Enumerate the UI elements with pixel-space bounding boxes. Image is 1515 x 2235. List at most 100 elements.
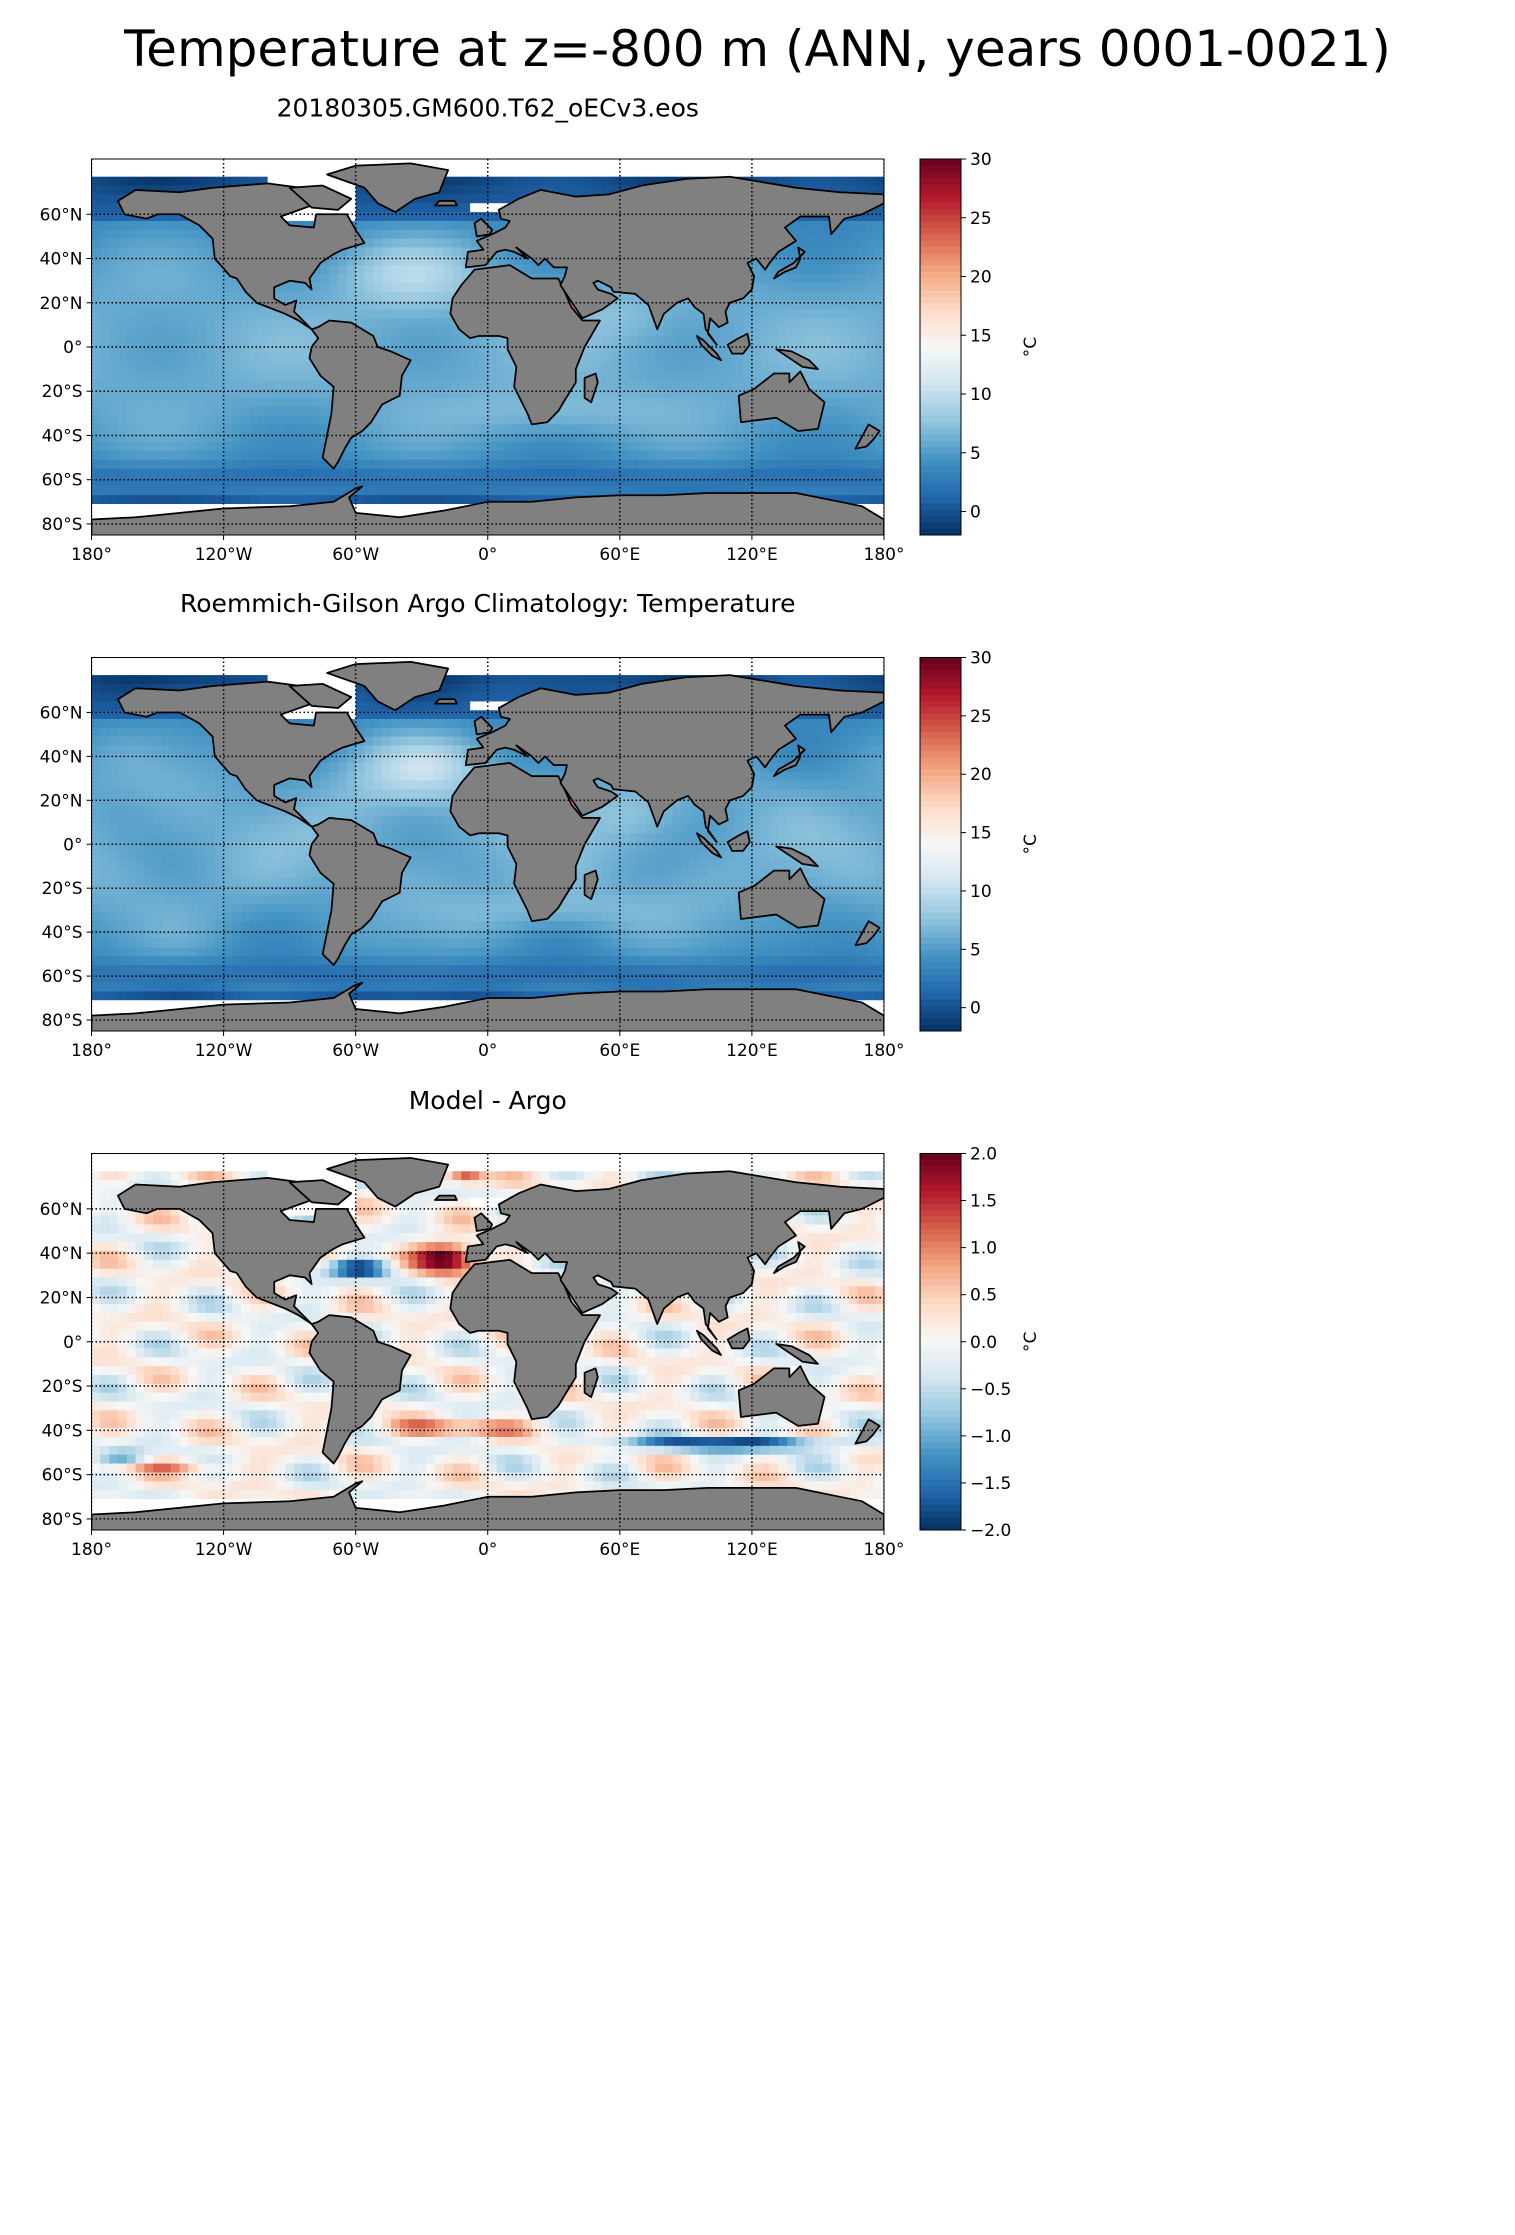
lon-tick-label: 60°E (599, 545, 640, 565)
colorbar-unit-label: °C (1021, 337, 1041, 357)
lat-tick-label: 60°N (40, 1200, 83, 1220)
colorbar-tick-label: 1.0 (970, 1239, 997, 1259)
colorbar: 30 25 20 15 10 5 0 °C (919, 150, 1041, 536)
land-new-guinea (775, 845, 819, 868)
lat-tick-label: 60°S (42, 1466, 83, 1486)
lat-tick-label: 20°N (40, 791, 83, 811)
land-sumatra (696, 832, 722, 859)
lon-tick-label: 180° (71, 545, 112, 565)
land-madagascar (583, 372, 599, 404)
panel-title: Roemmich-Gilson Argo Climatology: Temper… (180, 589, 795, 618)
lat-tick-label: 20°N (40, 1288, 83, 1308)
land-new-zealand (854, 1418, 881, 1445)
lat-tick-label: 0° (63, 1333, 82, 1353)
lat-tick-label: 0° (63, 338, 82, 358)
land-japan (773, 1241, 806, 1274)
land-australia (737, 867, 826, 929)
colorbar-tick-label: 10 (970, 882, 992, 902)
colorbar-tick-label: −1.0 (970, 1427, 1011, 1447)
lon-tick-label: 60°E (599, 1041, 640, 1061)
land-borneo (726, 830, 751, 852)
land-australia (737, 1365, 826, 1427)
lat-tick-label: 20°S (42, 382, 83, 402)
land-baffin (288, 184, 353, 211)
colorbar-tick-label: 20 (970, 268, 992, 288)
colorbar-tick-label: −0.5 (970, 1380, 1011, 1400)
lon-tick-label: 60°W (332, 545, 379, 565)
lat-tick-label: 40°N (40, 1244, 83, 1264)
land-south-america (308, 817, 412, 966)
land-japan (773, 744, 806, 778)
colorbar-tick-label: 0 (970, 999, 981, 1019)
lat-tick-label: 0° (63, 835, 82, 855)
colorbar-tick-label: 15 (970, 824, 992, 844)
lon-tick-label: 60°E (599, 1540, 640, 1560)
lon-tick-label: 180° (864, 1540, 905, 1560)
figure-title: Temperature at z=-800 m (ANN, years 0001… (124, 20, 1391, 78)
colorbar-tick-label: 10 (970, 385, 992, 405)
lon-tick-label: 180° (864, 545, 905, 565)
colorbar-tick-label: 30 (970, 649, 992, 669)
land-sumatra (696, 335, 722, 362)
land-baffin (288, 682, 353, 709)
lat-tick-label: 40°N (40, 747, 83, 767)
lat-tick-label: 60°N (40, 205, 83, 225)
colorbar-frame (919, 158, 962, 536)
land-new-zealand (854, 920, 881, 947)
colorbar-unit-label: °C (1021, 834, 1041, 854)
land-africa (449, 264, 601, 426)
colorbar-tick-label: 20 (970, 765, 992, 785)
lon-tick-label: 0° (478, 1041, 497, 1061)
colorbar-tick-label: 0.0 (970, 1333, 997, 1353)
land-baffin (288, 1179, 353, 1206)
lat-tick-label: 20°S (42, 1377, 83, 1397)
lat-tick-label: 20°S (42, 879, 83, 899)
lon-tick-label: 120°W (195, 1540, 253, 1560)
land-antarctica (91, 485, 884, 535)
map-field (91, 1153, 884, 1530)
colorbar-tick-label: 25 (970, 209, 992, 229)
lon-tick-label: 180° (71, 1540, 112, 1560)
lon-tick-label: 180° (864, 1041, 905, 1061)
lon-tick-label: 0° (478, 1540, 497, 1560)
colorbar-tick-label: 15 (970, 326, 992, 346)
land-new-guinea (775, 1343, 819, 1365)
land-new-zealand (854, 423, 881, 450)
colorbar-tick-label: 5 (970, 940, 981, 960)
lat-tick-label: 40°N (40, 250, 83, 270)
lon-tick-label: 120°E (726, 1041, 778, 1061)
lat-tick-label: 40°S (42, 1421, 83, 1441)
colorbar: 2.0 1.5 1.0 0.5 0.0 −0.5 −1.0 −1.5 −2.0 °C (919, 1145, 1041, 1541)
land-south-america (308, 319, 412, 470)
lon-tick-label: 120°W (195, 545, 253, 565)
colorbar: 30 25 20 15 10 5 0 °C (919, 649, 1041, 1032)
land-borneo (726, 332, 751, 355)
lon-tick-label: 180° (71, 1041, 112, 1061)
land-greenland (326, 1157, 450, 1208)
colorbar-tick-label: −2.0 (970, 1521, 1011, 1541)
colorbar-tick-label: 0 (970, 503, 981, 523)
lat-tick-label: 60°S (42, 967, 83, 987)
land-africa (449, 1258, 601, 1421)
figure-scale-group: 20180305.GM600.T62_oECv3.eos 60°N 40°N 20°N… (40, 94, 1041, 1561)
panel-title: 20180305.GM600.T62_oECv3.eos (277, 94, 699, 123)
lat-tick-label: 40°S (42, 923, 83, 943)
colorbar-tick-label: 5 (970, 444, 981, 464)
colorbar-tick-label: −1.5 (970, 1474, 1011, 1494)
land-north-america (117, 1176, 366, 1325)
panel-3: Model - Argo 60°N 40°N 20°N 0° 20°S 40°S 60°S 80… (40, 1086, 1041, 1560)
land-japan (773, 246, 806, 280)
colorbar-frame (919, 657, 962, 1032)
land-borneo (726, 1327, 751, 1350)
lat-tick-label: 40°S (42, 426, 83, 446)
land-iceland (434, 698, 458, 705)
lat-tick-label: 80°S (42, 515, 83, 535)
land-north-america (117, 182, 366, 331)
panel-title: Model - Argo (409, 1086, 567, 1115)
lon-tick-label: 120°E (726, 545, 778, 565)
colorbar-tick-label: 0.5 (970, 1286, 997, 1306)
lat-tick-label: 60°N (40, 703, 83, 723)
colorbar-tick-label: 30 (970, 150, 992, 170)
